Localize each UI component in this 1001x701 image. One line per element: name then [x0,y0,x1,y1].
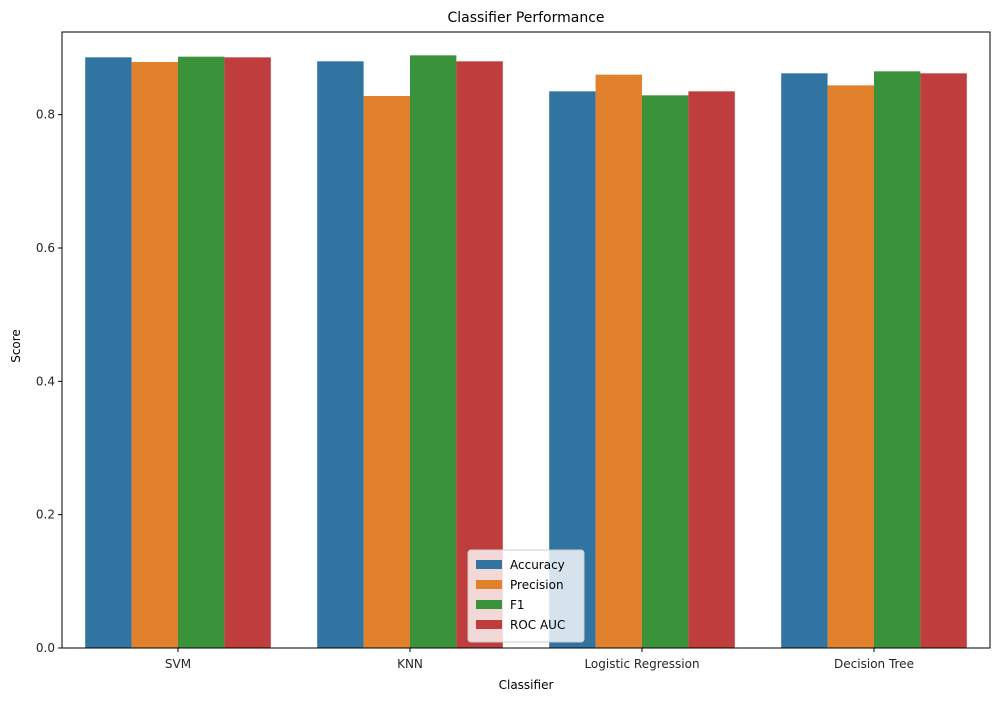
legend-swatch [476,580,502,589]
bar-accuracy [317,61,364,649]
bar-precision [131,62,178,648]
legend-label: Precision [510,578,564,592]
bar-precision [595,74,642,648]
x-tick-label: KNN [397,657,423,671]
legend-swatch [476,560,502,569]
bar-roc-auc [688,91,735,649]
plot-frame [61,31,991,649]
y-axis-label: Score [9,329,23,363]
x-tick-label: Decision Tree [834,657,914,671]
y-tick-label: 0.6 [36,241,55,255]
x-axis: SVM KNN Logistic Regression Decision Tree [165,648,914,671]
legend: Accuracy Precision F1 ROC AUC [467,549,585,643]
x-tick-label: SVM [165,657,191,671]
bar-f1 [410,55,457,649]
bar-accuracy [781,73,828,649]
y-axis: 0.0 0.2 0.4 0.6 0.8 [36,108,62,655]
y-tick-label: 0.4 [36,374,55,388]
legend-label: ROC AUC [510,618,565,632]
legend-label: Accuracy [510,558,565,572]
bar-precision [827,85,874,649]
y-tick-label: 0.2 [36,508,55,522]
y-tick-label: 0.0 [36,641,55,655]
legend-swatch [476,620,502,629]
chart-title: Classifier Performance [447,10,604,26]
bar-precision [363,96,410,648]
x-tick-label: Logistic Regression [584,657,699,671]
x-axis-label: Classifier [499,678,554,692]
y-tick-label: 0.8 [36,108,55,122]
bar-accuracy [85,57,132,649]
bar-roc-auc [224,57,271,649]
legend-box [467,549,585,643]
legend-swatch [476,600,502,609]
bar-f1 [642,95,689,649]
legend-label: F1 [510,598,525,612]
bar-roc-auc [920,73,967,649]
bar-f1 [178,56,225,648]
bar-f1 [874,71,921,649]
